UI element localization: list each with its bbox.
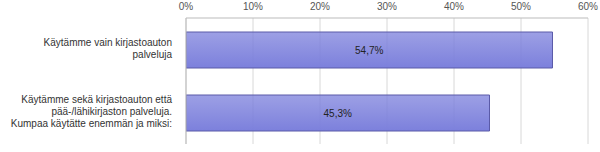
svg-text:60%: 60%: [578, 1, 592, 12]
svg-text:54,7%: 54,7%: [355, 45, 383, 56]
svg-text:45,3%: 45,3%: [324, 108, 352, 119]
svg-text:pää-/lähikirjaston palveluja.: pää-/lähikirjaston palveluja.: [51, 106, 172, 117]
svg-text:Käytämme vain kirjastoauton: Käytämme vain kirjastoauton: [44, 37, 172, 48]
svg-text:50%: 50%: [511, 1, 531, 12]
svg-text:Kumpaa käytätte enemmän ja mik: Kumpaa käytätte enemmän ja miksi:: [11, 118, 172, 129]
svg-text:40%: 40%: [444, 1, 464, 12]
svg-text:0%: 0%: [179, 1, 194, 12]
svg-text:20%: 20%: [310, 1, 330, 12]
svg-text:10%: 10%: [243, 1, 263, 12]
svg-text:Käytämme sekä kirjastoauton et: Käytämme sekä kirjastoauton että: [21, 94, 172, 105]
svg-text:30%: 30%: [377, 1, 397, 12]
svg-text:palveluja: palveluja: [133, 49, 173, 60]
